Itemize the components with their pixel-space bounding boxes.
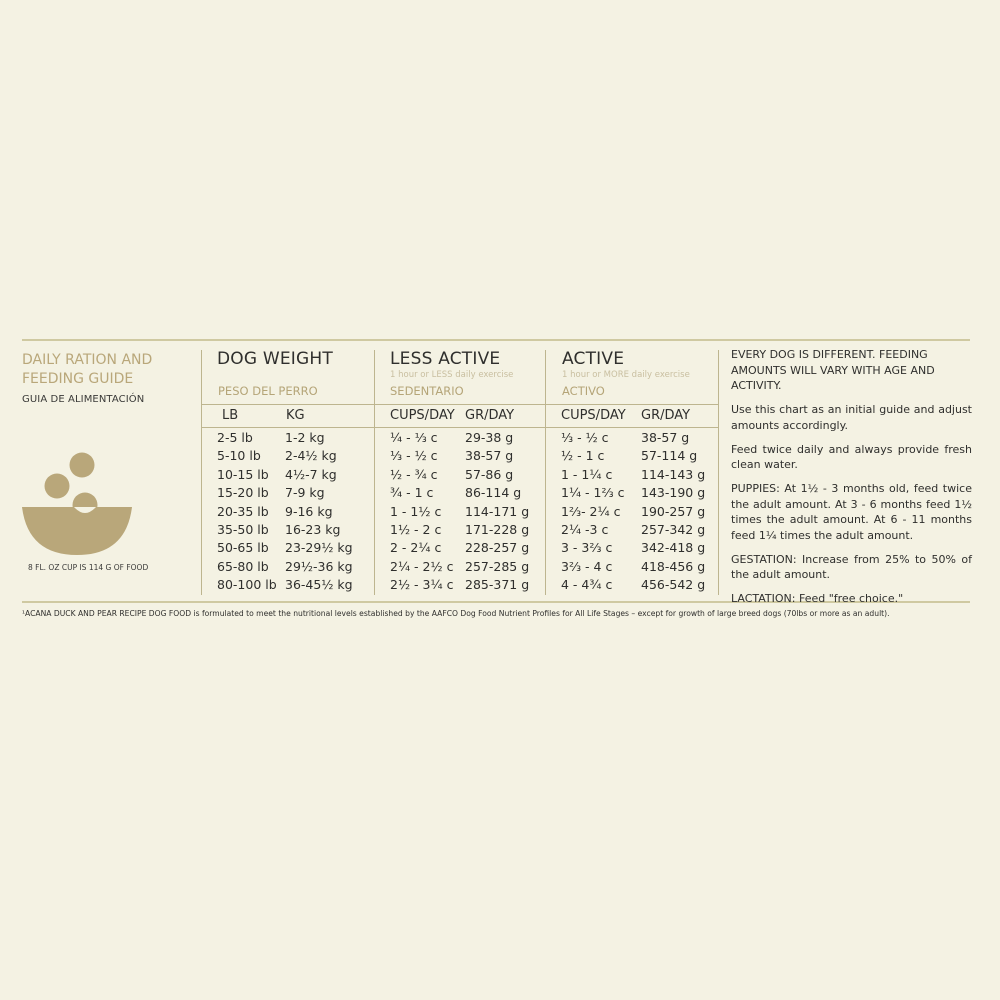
lb-cell: 50-65 lb	[217, 540, 269, 556]
lb-cell: 5-10 lb	[217, 448, 261, 464]
row-divider	[202, 427, 718, 428]
bottom-divider	[22, 601, 970, 603]
less-active-spanish: SEDENTARIO	[390, 384, 464, 398]
active-grams-cell: 418-456 g	[641, 558, 706, 574]
kg-cell: 4½-7 kg	[285, 466, 337, 482]
lb-cell: 10-15 lb	[217, 466, 269, 482]
active-note: 1 hour or MORE daily exercise	[562, 370, 690, 380]
less-active-grams-cell: 86-114 g	[465, 485, 522, 501]
active-cups-cell: 3 - 3⅔ c	[561, 540, 613, 556]
active-cups-cell: 3⅔ - 4 c	[561, 558, 613, 574]
note-puppies: PUPPIES: At 1½ - 3 months old, feed twic…	[731, 482, 972, 542]
column-divider	[718, 350, 719, 595]
guide-title: DAILY RATION AND FEEDING GUIDE	[22, 352, 153, 387]
active-grams-cell: 257-342 g	[641, 522, 706, 537]
lb-cell: 35-50 lb	[217, 522, 269, 537]
kg-cell: 29½-36 kg	[285, 558, 353, 574]
lb-cell: 15-20 lb	[217, 485, 269, 501]
column-divider	[374, 350, 375, 595]
active-cups-cell: ⅓ - ½ c	[561, 430, 609, 445]
active-grams-cell: 143-190 g	[641, 485, 706, 501]
dog-weight-spanish: PESO DEL PERRO	[218, 384, 318, 398]
active-grams-cell: 190-257 g	[641, 503, 706, 519]
active-cups-cell: 4 - 4¾ c	[561, 577, 613, 593]
less-active-grams-cell: 57-86 g	[465, 466, 514, 482]
kg-cell: 2-4½ kg	[285, 448, 337, 464]
less-active-cups-cell: ¼ - ⅓ c	[390, 430, 438, 445]
kg-cell: 36-45½ kg	[285, 577, 353, 593]
less-active-cups-cell: ¾ - 1 c	[390, 485, 434, 501]
kg-cell: 7-9 kg	[285, 485, 325, 501]
less-active-cups-cell: ½ - ¾ c	[390, 466, 438, 482]
note-lactation: LACTATION: Feed "free choice."	[731, 592, 904, 605]
note-intro: EVERY DOG IS DIFFERENT. FEEDING AMOUNTS …	[731, 348, 935, 392]
lb-cell: 65-80 lb	[217, 558, 269, 574]
active-cups-cell: 1⅔- 2¼ c	[561, 503, 621, 519]
kg-cell: 1-2 kg	[285, 430, 325, 445]
active-cups-cell: 1¼ - 1⅔ c	[561, 485, 625, 501]
less-active-cups-cell: ⅓ - ½ c	[390, 448, 438, 464]
active-cups-cell: 2¼ -3 c	[561, 522, 609, 537]
kg-cell: 9-16 kg	[285, 503, 333, 519]
active-grams-cell: 57-114 g	[641, 448, 698, 464]
food-bowl-icon	[20, 448, 134, 558]
less-active-cups-cell: 1½ - 2 c	[390, 522, 442, 537]
less-active-grams-cell: 171-228 g	[465, 522, 530, 537]
unit-gr: GR/DAY	[465, 408, 515, 423]
active-cups-cell: ½ - 1 c	[561, 448, 605, 464]
kg-cell: 16-23 kg	[285, 522, 341, 537]
footnote: ¹ACANA DUCK AND PEAR RECIPE DOG FOOD is …	[22, 609, 890, 618]
note-gestation: GESTATION: Increase from 25% to 50% of t…	[731, 552, 972, 582]
unit-cups: CUPS/DAY	[390, 408, 455, 423]
less-active-cups-cell: 2½ - 3¼ c	[390, 577, 454, 593]
less-active-note: 1 hour or LESS daily exercise	[390, 370, 514, 380]
kg-cell: 23-29½ kg	[285, 540, 353, 556]
guide-subtitle: GUIA DE ALIMENTACIÓN	[22, 394, 145, 405]
unit-lb: LB	[222, 408, 239, 423]
unit-gr: GR/DAY	[641, 408, 691, 423]
less-active-cups-cell: 2¼ - 2½ c	[390, 558, 454, 574]
less-active-heading: LESS ACTIVE	[390, 349, 501, 369]
row-divider	[202, 404, 718, 405]
active-cups-cell: 1 - 1¼ c	[561, 466, 613, 482]
less-active-grams-cell: 228-257 g	[465, 540, 530, 556]
lb-cell: 2-5 lb	[217, 430, 253, 445]
lb-cell: 20-35 lb	[217, 503, 269, 519]
less-active-grams-cell: 114-171 g	[465, 503, 530, 519]
less-active-grams-cell: 38-57 g	[465, 448, 514, 464]
less-active-cups-cell: 1 - 1½ c	[390, 503, 442, 519]
active-grams-cell: 342-418 g	[641, 540, 706, 556]
lb-cell: 80-100 lb	[217, 577, 277, 593]
less-active-grams-cell: 285-371 g	[465, 577, 530, 593]
active-grams-cell: 38-57 g	[641, 430, 690, 445]
less-active-grams-cell: 29-38 g	[465, 430, 514, 445]
note-feed: Feed twice daily and always provide fres…	[731, 442, 972, 472]
note-chart: Use this chart as an initial guide and a…	[731, 403, 972, 432]
active-heading: ACTIVE	[562, 349, 625, 369]
less-active-grams-cell: 257-285 g	[465, 558, 530, 574]
feeding-notes: EVERY DOG IS DIFFERENT. FEEDING AMOUNTS …	[731, 347, 972, 615]
unit-kg: KG	[286, 408, 305, 423]
top-divider	[22, 339, 970, 341]
unit-cups: CUPS/DAY	[561, 408, 626, 423]
column-divider	[545, 350, 546, 595]
dog-weight-heading: DOG WEIGHT	[217, 349, 333, 369]
column-divider	[201, 350, 202, 595]
active-spanish: ACTIVO	[562, 384, 605, 398]
active-grams-cell: 114-143 g	[641, 466, 706, 482]
cup-note: 8 FL. OZ CUP IS 114 G OF FOOD	[28, 563, 149, 572]
active-grams-cell: 456-542 g	[641, 577, 706, 593]
less-active-cups-cell: 2 - 2¼ c	[390, 540, 442, 556]
